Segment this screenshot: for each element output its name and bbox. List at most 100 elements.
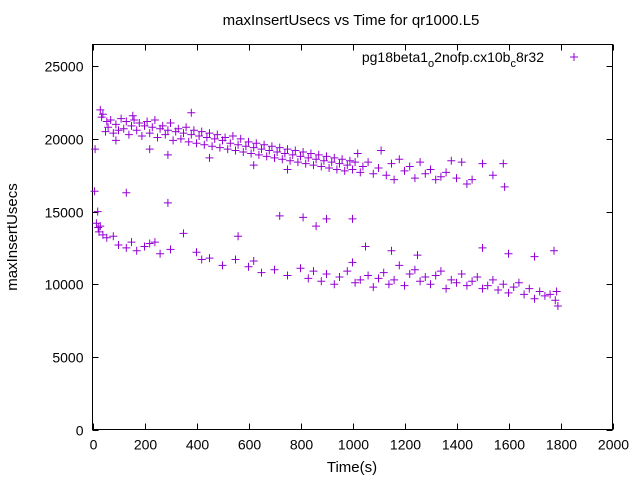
data-point bbox=[166, 118, 175, 127]
data-point bbox=[215, 143, 224, 152]
data-point bbox=[106, 116, 115, 125]
x-axis-label: Time(s) bbox=[327, 459, 377, 476]
data-point bbox=[340, 166, 349, 175]
data-point bbox=[304, 274, 313, 283]
data-point bbox=[551, 296, 560, 305]
data-point bbox=[278, 155, 287, 164]
data-point bbox=[299, 148, 308, 157]
data-point bbox=[436, 267, 445, 276]
data-point bbox=[109, 232, 118, 241]
data-point bbox=[322, 214, 331, 223]
data-point bbox=[356, 275, 365, 284]
data-point bbox=[90, 187, 99, 196]
data-point bbox=[226, 139, 235, 148]
data-point bbox=[283, 165, 292, 174]
data-point bbox=[374, 274, 383, 283]
data-point bbox=[163, 198, 172, 207]
data-point bbox=[166, 245, 175, 254]
data-point bbox=[369, 169, 378, 178]
data-point bbox=[98, 110, 107, 119]
data-point bbox=[410, 174, 419, 183]
data-point bbox=[395, 261, 404, 270]
data-point bbox=[249, 161, 258, 170]
data-point bbox=[260, 140, 269, 149]
data-point bbox=[322, 270, 331, 279]
data-point bbox=[247, 149, 256, 158]
data-point bbox=[330, 153, 339, 162]
data-point bbox=[468, 175, 477, 184]
data-point bbox=[205, 254, 214, 263]
data-point bbox=[405, 162, 414, 171]
data-point bbox=[390, 175, 399, 184]
data-point bbox=[145, 145, 154, 154]
data-point bbox=[122, 117, 131, 126]
data-point bbox=[504, 249, 513, 258]
x-tick-label: 1600 bbox=[494, 437, 525, 453]
data-point bbox=[187, 108, 196, 117]
data-point bbox=[205, 129, 214, 138]
data-point bbox=[158, 121, 167, 130]
data-point bbox=[535, 287, 544, 296]
data-point bbox=[132, 246, 141, 255]
data-point bbox=[197, 127, 206, 136]
data-point bbox=[314, 150, 323, 159]
legend-marker bbox=[570, 53, 578, 61]
data-point bbox=[343, 267, 352, 276]
data-point bbox=[468, 277, 477, 286]
data-point bbox=[213, 130, 222, 139]
data-point bbox=[353, 149, 362, 158]
data-point bbox=[499, 159, 508, 168]
data-point bbox=[96, 105, 105, 114]
data-point bbox=[195, 132, 204, 141]
data-point bbox=[478, 284, 487, 293]
y-tick-label: 15000 bbox=[45, 205, 84, 221]
data-point bbox=[127, 238, 136, 247]
x-tick-label: 800 bbox=[290, 437, 314, 453]
data-point bbox=[348, 165, 357, 174]
data-point bbox=[275, 211, 284, 220]
data-point bbox=[426, 165, 435, 174]
data-point bbox=[119, 124, 128, 133]
data-point bbox=[291, 146, 300, 155]
data-point bbox=[200, 140, 209, 149]
data-point bbox=[104, 123, 113, 132]
data-point bbox=[322, 152, 331, 161]
data-point bbox=[202, 133, 211, 142]
data-point bbox=[442, 168, 451, 177]
data-point bbox=[114, 126, 123, 135]
data-point bbox=[244, 137, 253, 146]
data-point bbox=[462, 179, 471, 188]
legend-label: pg18beta1o2nofp.cx10bc8r32 bbox=[362, 49, 544, 70]
data-point bbox=[156, 249, 165, 258]
data-point bbox=[135, 118, 144, 127]
data-point bbox=[205, 153, 214, 162]
data-point bbox=[236, 134, 245, 143]
data-point bbox=[327, 158, 336, 167]
data-point bbox=[270, 153, 279, 162]
data-point bbox=[452, 174, 461, 183]
data-point bbox=[343, 161, 352, 170]
data-point bbox=[550, 246, 558, 255]
data-points bbox=[90, 105, 562, 311]
data-point bbox=[299, 213, 308, 222]
data-point bbox=[184, 137, 193, 146]
data-point bbox=[452, 278, 461, 287]
data-point bbox=[265, 146, 274, 155]
data-point bbox=[96, 222, 105, 231]
y-axis-label: maxInsertUsecs bbox=[4, 183, 21, 291]
data-point bbox=[192, 139, 201, 148]
data-point bbox=[283, 145, 292, 154]
data-point bbox=[109, 129, 118, 138]
y-tick-label: 25000 bbox=[45, 59, 84, 75]
data-point bbox=[163, 126, 172, 135]
data-point bbox=[257, 268, 266, 277]
data-point bbox=[335, 272, 344, 281]
data-point bbox=[301, 159, 310, 168]
legend: pg18beta1o2nofp.cx10bc8r32 bbox=[362, 49, 578, 70]
data-point bbox=[150, 116, 159, 125]
data-point bbox=[174, 124, 183, 133]
data-point bbox=[330, 280, 339, 289]
data-point bbox=[267, 142, 276, 151]
data-point bbox=[431, 271, 440, 280]
